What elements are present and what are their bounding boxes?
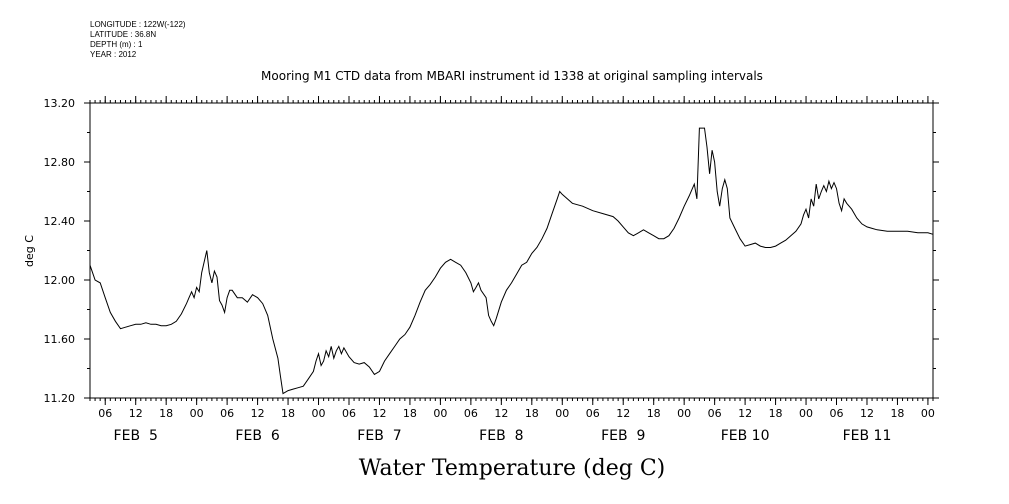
y-tick-label: 13.20: [44, 97, 76, 110]
date-label: FEB 5: [114, 428, 158, 444]
date-label: FEB 7: [357, 428, 401, 444]
x-tick-label: 18: [159, 407, 173, 420]
series-line: [89, 127, 934, 395]
date-label: FEB 8: [479, 428, 523, 444]
depth-text: DEPTH (m) : 1: [90, 40, 143, 49]
x-tick-label: 06: [342, 407, 356, 420]
x-tick-label: 12: [616, 407, 630, 420]
year-text: YEAR : 2012: [90, 50, 137, 59]
x-tick-label: 12: [251, 407, 265, 420]
x-tick-label: 00: [677, 407, 691, 420]
y-axis-label: deg C: [23, 235, 36, 267]
x-tick-label: 12: [860, 407, 874, 420]
x-tick-label: 12: [738, 407, 752, 420]
x-tick-label: 12: [129, 407, 143, 420]
x-tick-label: 00: [555, 407, 569, 420]
series-group: [89, 127, 934, 395]
y-tick-label: 12.80: [44, 156, 76, 169]
x-tick-label: 12: [372, 407, 386, 420]
y-tick-label: 11.20: [44, 392, 76, 405]
metadata-block: LONGITUDE : 122W(-122) LATITUDE : 36.8N …: [90, 20, 186, 60]
x-tick-label: 06: [98, 407, 112, 420]
x-tick-label: 00: [433, 407, 447, 420]
date-label: FEB 11: [843, 428, 892, 444]
longitude-text: LONGITUDE : 122W(-122): [90, 20, 186, 29]
x-tick-label: 06: [830, 407, 844, 420]
y-tick-label: 12.00: [44, 274, 76, 287]
x-tick-label: 06: [708, 407, 722, 420]
x-tick-label: 06: [220, 407, 234, 420]
plot-frame: [89, 102, 934, 399]
x-tick-label: 00: [312, 407, 326, 420]
y-tick-label: 12.40: [44, 215, 76, 228]
x-tick-label: 18: [525, 407, 539, 420]
x-tick-label: 18: [890, 407, 904, 420]
x-axis-title: Water Temperature (deg C): [359, 456, 666, 481]
x-tick-label: 00: [190, 407, 204, 420]
chart-title: Mooring M1 CTD data from MBARI instrumen…: [261, 69, 763, 83]
date-label: FEB 9: [601, 428, 645, 444]
x-tick-label: 00: [799, 407, 813, 420]
latitude-text: LATITUDE : 36.8N: [90, 30, 157, 39]
x-tick-label: 18: [769, 407, 783, 420]
x-tick-label: 18: [647, 407, 661, 420]
date-label: FEB 10: [721, 428, 770, 444]
x-tick-label: 06: [464, 407, 478, 420]
x-tick-label: 18: [281, 407, 295, 420]
x-tick-label: 00: [921, 407, 935, 420]
x-tick-label: 18: [403, 407, 417, 420]
y-tick-label: 11.60: [44, 333, 76, 346]
date-label: FEB 6: [235, 428, 279, 444]
x-tick-label: 12: [494, 407, 508, 420]
x-tick-label: 06: [586, 407, 600, 420]
x-axis: 06 12 18 00 06 12 18 00 06 12 18 00 06 12 18 00 06 12 18 00…: [89, 96, 935, 444]
y-axis: 11.20 11.60 12.00 12.40 12.80 13.20: [44, 97, 939, 405]
